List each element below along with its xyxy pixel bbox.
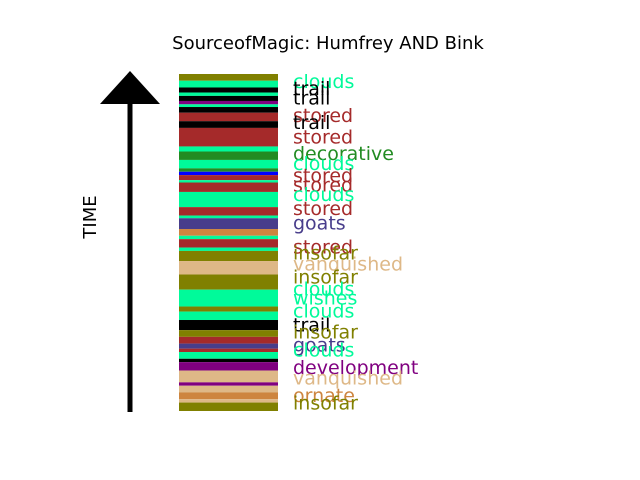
event-label: goats (293, 212, 346, 234)
event-label: clouds (293, 153, 354, 175)
event-label: trail (293, 112, 330, 134)
timeline-band (179, 207, 278, 216)
timeline-band (179, 261, 278, 275)
timeline-band (179, 171, 278, 176)
timeline-band (179, 348, 278, 353)
timeline-band (179, 100, 278, 105)
event-label: vanquished (293, 367, 403, 389)
timeline-band (179, 239, 278, 248)
timeline-band (179, 151, 278, 160)
event-label: insofar (293, 267, 358, 289)
event-label: clouds (293, 340, 354, 362)
timeline-band (179, 168, 278, 172)
event-label: stored (293, 175, 353, 197)
event-label: development (293, 357, 418, 379)
timeline-band (179, 175, 278, 181)
event-label: clouds (293, 71, 354, 93)
event-label: trail (293, 87, 330, 109)
event-label: insofar (293, 321, 358, 343)
timeline-band (179, 358, 278, 363)
timeline-band (179, 274, 278, 290)
timeline-band (179, 95, 278, 101)
event-label: insofar (293, 242, 358, 264)
event-label: goats (293, 334, 346, 356)
timeline-band (179, 362, 278, 371)
timeline-band (179, 112, 278, 122)
timeline-band (179, 159, 278, 169)
time-arrow-head (100, 71, 160, 104)
time-axis-label: TIME (80, 195, 101, 239)
timeline-band (179, 235, 278, 240)
timeline-band (179, 352, 278, 359)
event-label: trail (293, 78, 330, 100)
timeline-band (179, 311, 278, 321)
event-label: stored (293, 105, 353, 127)
timeline-band (179, 74, 278, 81)
timeline-band (179, 392, 278, 400)
chart-title: SourceofMagic: Humfrey AND Bink (172, 33, 484, 54)
timeline-band (179, 250, 278, 262)
event-label: clouds (293, 279, 354, 301)
timeline-band (179, 370, 278, 383)
timeline-band (179, 306, 278, 312)
event-label: vanquished (293, 254, 403, 276)
event-label: clouds (293, 184, 354, 206)
timeline-band (179, 182, 278, 192)
timeline-band (179, 121, 278, 128)
timeline-labels: cloudstrailtrailstoredtrailstoreddecorat… (293, 71, 418, 415)
timeline-band (179, 92, 278, 96)
timeline-band (179, 127, 278, 147)
event-label: insofar (293, 393, 358, 415)
timeline-band (179, 330, 278, 337)
event-label: stored (293, 198, 353, 220)
event-label: ornate (293, 385, 355, 407)
timeline-band (179, 402, 278, 411)
timeline-band (179, 218, 278, 230)
timeline-band (179, 215, 278, 219)
timeline-band (179, 229, 278, 236)
timeline-band (179, 247, 278, 251)
timeline-band (179, 180, 278, 183)
timeline-band (179, 191, 278, 208)
timeline-band (179, 399, 278, 403)
event-label: stored (293, 237, 353, 259)
event-label: stored (293, 165, 353, 187)
timeline-band (179, 385, 278, 393)
event-label: clouds (293, 301, 354, 323)
timeline-band (179, 289, 278, 307)
event-label: decorative (293, 143, 394, 165)
event-label: wishes (293, 287, 357, 309)
timeline-band (179, 104, 278, 108)
timeline-band (179, 80, 278, 88)
timeline-band (179, 320, 278, 331)
event-label: stored (293, 126, 353, 148)
timeline-band (179, 146, 278, 152)
event-label: trail (293, 315, 330, 337)
timeline-band (179, 382, 278, 386)
timeline-band (179, 107, 278, 113)
timeline-band (179, 343, 278, 349)
timeline-band (179, 87, 278, 93)
timeline-band (179, 336, 278, 344)
timeline-bands (179, 74, 278, 411)
